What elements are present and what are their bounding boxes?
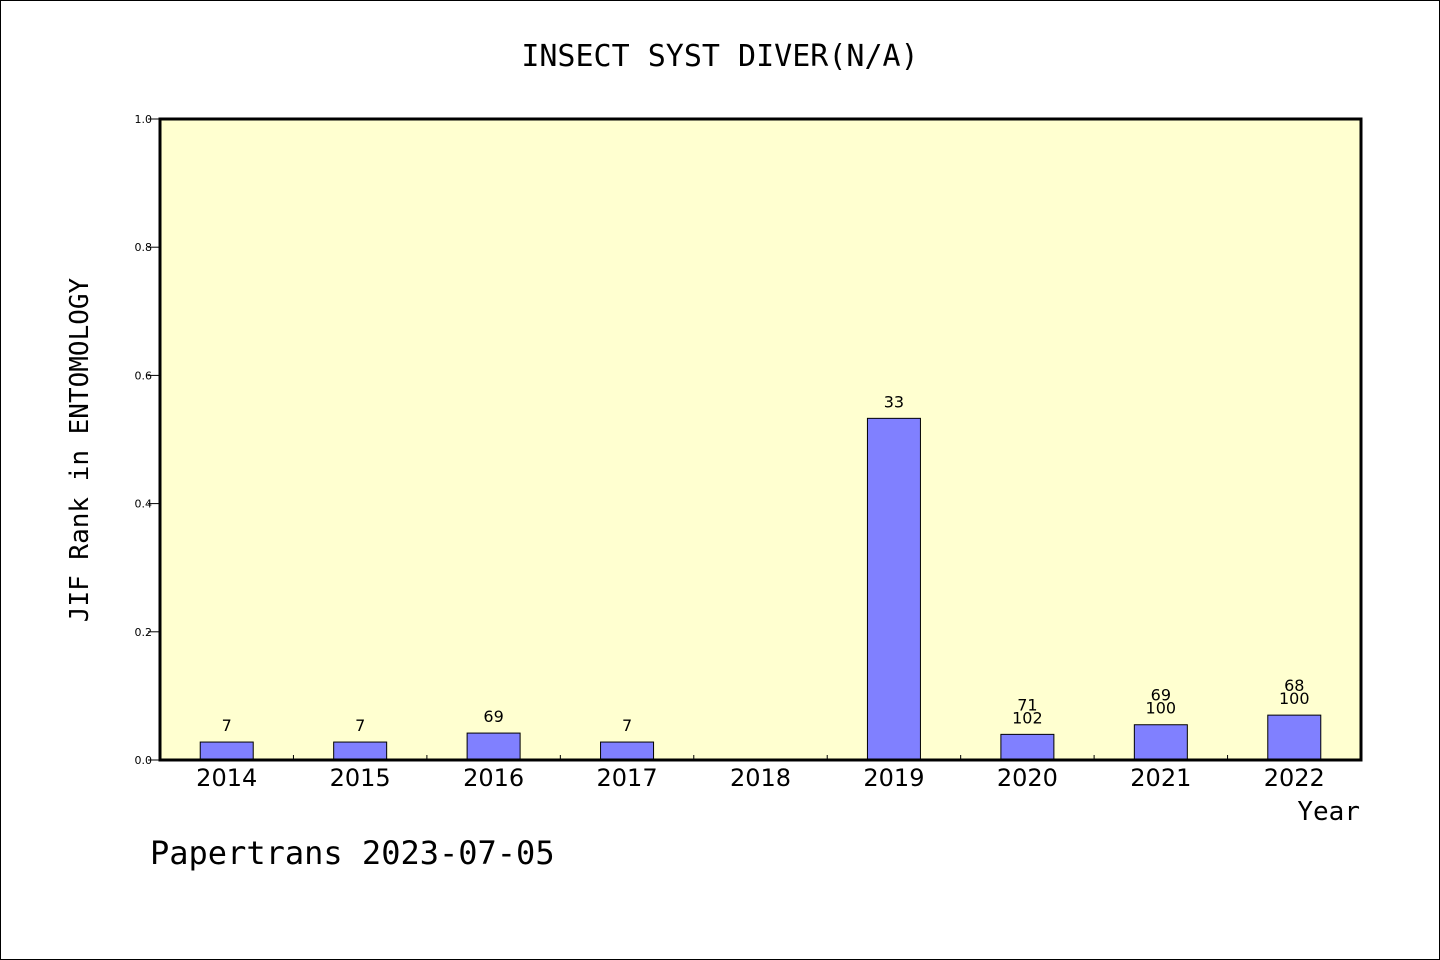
y-tick-label: 1.0: [135, 113, 153, 126]
bar-data-label: 33: [884, 392, 904, 411]
bar-2014: [199, 741, 254, 761]
x-tick-label: 2022: [1264, 764, 1325, 792]
plot-area: [160, 119, 1361, 760]
bar-data-label: 68: [1284, 676, 1304, 695]
y-axis: 0.0 0.2 0.4 0.6 0.8 1.0: [135, 113, 160, 767]
y-tick-label: 0.2: [135, 626, 153, 639]
y-tick-label: 0.4: [135, 498, 153, 511]
bar-data-label: 102: [1012, 708, 1043, 727]
bar-data-label: 69: [483, 707, 503, 726]
bar-2015: [333, 741, 388, 761]
bar-data-label: 71: [1017, 695, 1037, 714]
x-tick-label: 2019: [863, 764, 924, 792]
x-tick-label: 2016: [463, 764, 524, 792]
bar-2017: [600, 741, 655, 761]
chart-title: INSECT SYST DIVER(N/A): [521, 39, 918, 74]
x-tick-label: 2021: [1130, 764, 1191, 792]
x-tick-label: 2014: [196, 764, 257, 792]
plot-frame: [158, 117, 1363, 762]
x-tick-label: 2018: [730, 764, 791, 792]
bar-data-label: 7: [622, 716, 632, 735]
y-axis-label: JIF Rank in ENTOMOLOGY: [65, 277, 95, 622]
bar-data-label: 100: [1146, 699, 1177, 718]
x-axis-label: Year: [1297, 797, 1360, 827]
x-tick-label: 2017: [597, 764, 658, 792]
bar-data-label: 7: [222, 716, 232, 735]
y-tick-label: 0.0: [135, 754, 153, 767]
x-tick-label: 2015: [330, 764, 391, 792]
bar-data-label: 69: [1151, 686, 1171, 705]
bar-data-label: 7: [355, 716, 365, 735]
x-tick-label: 2020: [997, 764, 1058, 792]
bar-2021: [1133, 724, 1188, 761]
bars-group: [199, 417, 1322, 761]
bar-2020: [1000, 733, 1055, 761]
bar-2016: [466, 732, 521, 761]
bar-data-label: 100: [1279, 689, 1310, 708]
x-axis: 2014 2015 2016 2017 2018 2019 2020 2021 2022: [196, 755, 1325, 792]
bar-2022: [1267, 714, 1322, 761]
footer-watermark: Papertrans 2023-07-05: [150, 834, 555, 872]
bar-2019: [866, 417, 921, 761]
y-tick-label: 0.8: [135, 241, 153, 254]
y-tick-label: 0.6: [135, 369, 153, 382]
